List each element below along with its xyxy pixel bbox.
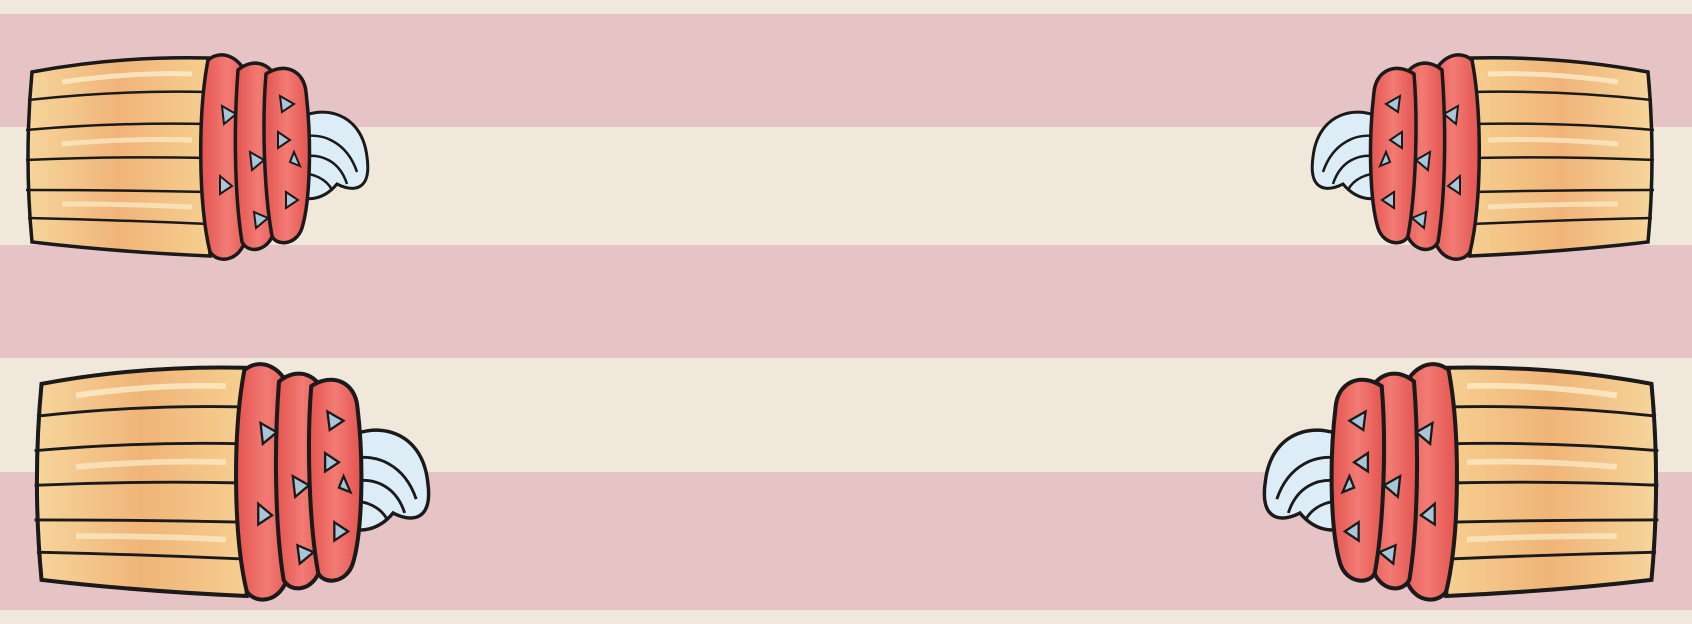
cupcake-bottom-left [30, 358, 445, 608]
cupcake-top-left [22, 52, 382, 264]
stripe-pink [0, 245, 1692, 358]
stripe-cream [0, 610, 1692, 624]
stripe-cream [0, 0, 1692, 14]
cupcake-bottom-right [1248, 358, 1663, 608]
cupcake-top-right [1298, 52, 1658, 264]
